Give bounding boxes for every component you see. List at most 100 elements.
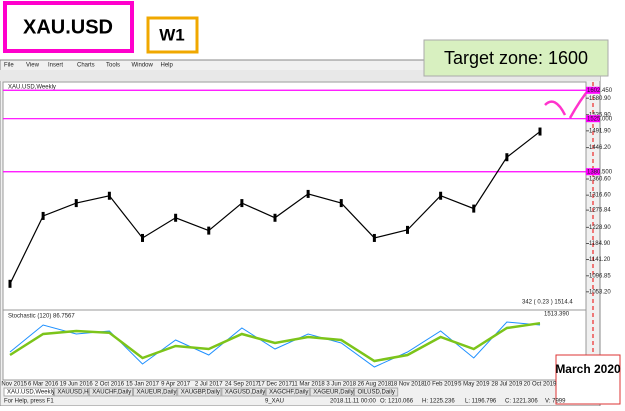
target-label: Target zone: 1600 bbox=[444, 48, 588, 68]
y-tick-label: 1316.60 bbox=[589, 193, 611, 199]
x-tick-label: 20 Oct 2019 bbox=[524, 382, 557, 388]
y-tick-label: 1360.60 bbox=[589, 177, 611, 183]
candle bbox=[41, 211, 45, 220]
tab[interactable] bbox=[221, 387, 266, 397]
candle bbox=[174, 213, 178, 222]
x-tick-label: 18 Nov 2018 bbox=[390, 382, 425, 388]
tab-label: OILUSD,Daily bbox=[358, 390, 395, 396]
tab-label: XAUCHF,Daily bbox=[92, 390, 131, 396]
candle bbox=[141, 233, 144, 242]
status-item: 2018.11.11 00:00 bbox=[330, 399, 376, 405]
tab[interactable] bbox=[354, 387, 399, 397]
tab-label: XAUEUR,Daily bbox=[137, 390, 177, 396]
tab-label: XAGCHF,Daily bbox=[269, 390, 308, 396]
candle bbox=[306, 189, 310, 198]
y-tick-label: 1580.90 bbox=[589, 96, 611, 102]
chart-title: XAU.USD,Weekly bbox=[8, 85, 56, 91]
timeframe-label: W1 bbox=[159, 25, 185, 44]
tab[interactable] bbox=[265, 387, 310, 397]
x-tick-label: 11 Mar 2018 bbox=[292, 382, 326, 388]
tab[interactable] bbox=[88, 387, 134, 397]
y-tick-label: 1446.20 bbox=[589, 145, 611, 151]
y-tick-label: 1275.84 bbox=[589, 208, 611, 214]
x-tick-label: 6 Mar 2016 bbox=[28, 382, 59, 388]
x-tick-label: 9 Apr 2017 bbox=[161, 382, 191, 388]
status-item: O: 1210.066 bbox=[380, 399, 414, 405]
month-label: March 2020 bbox=[555, 362, 621, 376]
level-label: 1525.000 bbox=[587, 116, 613, 122]
y-tick-label: 1535.90 bbox=[589, 112, 611, 118]
month-box bbox=[555, 354, 621, 405]
tab-label: XAGEUR,Daily bbox=[313, 390, 353, 396]
tab-label: XAGUSD,Daily bbox=[225, 390, 265, 396]
candle bbox=[207, 226, 211, 235]
tab[interactable] bbox=[177, 387, 222, 397]
candle bbox=[406, 225, 409, 234]
level-tag bbox=[586, 168, 600, 176]
y-tick-label: 1096.85 bbox=[589, 273, 611, 279]
x-tick-label: 24 Sep 2017 bbox=[225, 382, 260, 388]
x-tick-label: 2 Oct 2016 bbox=[95, 382, 125, 388]
tab[interactable] bbox=[3, 387, 54, 397]
x-tick-label: 2 Jul 2017 bbox=[195, 382, 223, 388]
candle bbox=[372, 233, 376, 242]
level-tag bbox=[586, 115, 600, 123]
level-label: 1602.450 bbox=[587, 88, 613, 94]
y-tick-label: 1228.90 bbox=[589, 225, 611, 231]
candle bbox=[74, 199, 78, 208]
x-tick-label: 26 Aug 2018 bbox=[358, 382, 392, 388]
menu-item: Tools bbox=[106, 63, 120, 69]
tab[interactable] bbox=[309, 387, 354, 397]
tab-label: XAUUSD,H4 bbox=[57, 390, 92, 396]
status-item: For Help, press F1 bbox=[4, 399, 54, 405]
level-label: 1380.500 bbox=[587, 169, 613, 175]
menu-item: File bbox=[4, 63, 14, 69]
tab-label: XAU.USD,Weekly bbox=[7, 390, 55, 396]
status-item: 9_XAU bbox=[265, 399, 284, 405]
toolbar bbox=[0, 70, 600, 81]
candle bbox=[538, 127, 542, 136]
stoch-title: Stochastic (120) 86.7567 bbox=[8, 314, 75, 320]
level-tag bbox=[586, 86, 600, 94]
stoch-marker: 1513.390 bbox=[544, 312, 570, 318]
menu-item: Help bbox=[161, 63, 174, 69]
symbol-label: XAU.USD bbox=[23, 16, 113, 38]
candle bbox=[240, 199, 244, 208]
status-item: V: 7999 bbox=[545, 399, 566, 405]
tab[interactable] bbox=[53, 387, 89, 397]
status-item: C: 1221.306 bbox=[505, 399, 538, 405]
candle bbox=[273, 213, 277, 222]
chart-area bbox=[2, 81, 587, 381]
candle bbox=[8, 279, 12, 288]
menu-item: View bbox=[26, 63, 40, 69]
target-box bbox=[423, 39, 609, 77]
x-tick-label: 5 May 2019 bbox=[458, 382, 490, 388]
x-tick-label: 3 Jun 2018 bbox=[326, 382, 356, 388]
menu-item: Insert bbox=[48, 63, 63, 69]
x-tick-label: 10 Feb 2019 bbox=[424, 382, 458, 388]
tab[interactable] bbox=[133, 387, 178, 397]
menu-item: Window bbox=[132, 63, 154, 69]
x-tick-label: 15 Jan 2017 bbox=[126, 382, 160, 388]
y-tick-label: 1184.90 bbox=[589, 241, 611, 247]
x-tick-label: 19 Jun 2016 bbox=[60, 382, 94, 388]
stoch-line bbox=[9, 321, 541, 363]
candle bbox=[339, 199, 343, 208]
y-tick-label: 1491.90 bbox=[589, 128, 611, 134]
candle bbox=[439, 191, 443, 200]
status-item: H: 1225.236 bbox=[422, 399, 455, 405]
symbol-box bbox=[3, 1, 134, 53]
status-item: L: 1196.796 bbox=[465, 399, 497, 405]
candle bbox=[505, 153, 509, 162]
menu-item: Charts bbox=[77, 63, 95, 69]
tab-label: XAUGBP,Daily bbox=[181, 390, 220, 396]
y-tick-label: 1053.20 bbox=[589, 289, 611, 295]
candle bbox=[107, 191, 111, 200]
x-tick-label: 17 Dec 2017 bbox=[258, 382, 293, 388]
candle bbox=[472, 204, 476, 213]
x-tick-label: 28 Jul 2019 bbox=[491, 382, 523, 388]
timeframe-box bbox=[146, 16, 199, 54]
info: 342 ( 0.23 ) 1514.4 bbox=[522, 300, 573, 306]
